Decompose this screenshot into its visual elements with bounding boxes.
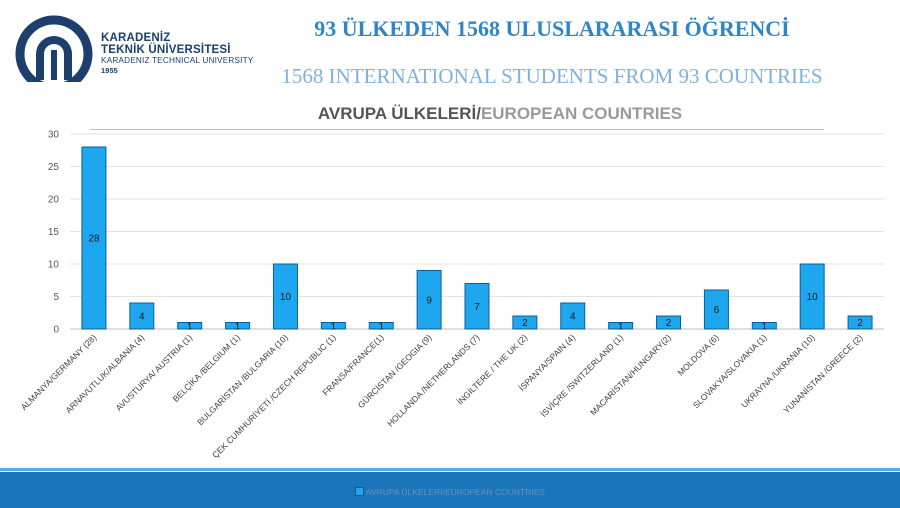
x-tick-label: BULGARİSTAN /BULGARIA (10) bbox=[195, 332, 290, 427]
bar bbox=[320, 322, 346, 330]
data-label: 10 bbox=[280, 292, 292, 303]
x-tick-label: AVUSTURYA/ AUSTRIA (1) bbox=[114, 332, 195, 413]
data-label: 28 bbox=[88, 234, 100, 245]
y-tick-label: 15 bbox=[48, 227, 60, 238]
bar bbox=[225, 322, 251, 330]
x-tick-label: MOLDOVA (6) bbox=[675, 332, 720, 377]
bar bbox=[272, 263, 298, 330]
y-tick-label: 10 bbox=[48, 260, 60, 271]
chart-title: AVRUPA ÜLKELERİ/EUROPEAN COUNTRIES bbox=[300, 104, 700, 124]
bar bbox=[847, 315, 873, 330]
data-label: 1 bbox=[331, 321, 337, 332]
data-label: 1 bbox=[235, 321, 241, 332]
data-label: 1 bbox=[618, 321, 624, 332]
chart-title-en: EUROPEAN COUNTRIES bbox=[480, 104, 683, 123]
logo-line-3: KARADENIZ TECHNICAL UNIVERSITY bbox=[101, 56, 254, 65]
y-tick-label: 5 bbox=[53, 292, 59, 303]
logo-line-2: TEKNİK ÜNİVERSİTESİ bbox=[101, 44, 231, 56]
bar bbox=[512, 315, 538, 330]
legend-label: AVRUPA ÜLKELERİ/EUROPEAN COUNTRIES bbox=[365, 486, 546, 497]
legend-swatch bbox=[354, 487, 364, 497]
y-tick-label: 0 bbox=[53, 325, 59, 336]
bar bbox=[464, 283, 490, 330]
data-label: 2 bbox=[666, 318, 672, 329]
x-tick-label: MACARİSTAN/HUNGARY(2) bbox=[588, 332, 673, 417]
logo-line-1: KARADENİZ bbox=[101, 32, 171, 44]
data-label: 10 bbox=[807, 292, 819, 303]
data-label: 1 bbox=[378, 321, 384, 332]
bar-chart: 0 5 10 15 20 25 30 28 ALMANYA/GERMANY (28) 4 ARNAV… bbox=[19, 130, 884, 460]
bar bbox=[656, 315, 682, 330]
title-divider bbox=[90, 129, 824, 130]
bar bbox=[416, 270, 442, 330]
bar bbox=[368, 322, 394, 330]
page-title-tr: 93 ÜLKEDEN 1568 ULUSLARARASI ÖĞRENCİ bbox=[314, 16, 790, 41]
footer-accent-line bbox=[0, 468, 900, 471]
bar bbox=[608, 322, 634, 330]
bar bbox=[560, 302, 586, 330]
y-tick-label: 25 bbox=[48, 162, 60, 173]
data-label: 1 bbox=[187, 321, 193, 332]
x-tick-label: İSVİÇRE /SWITZERLAND (1) bbox=[539, 332, 626, 419]
logo-text: KARADENİZ TEKNİK ÜNİVERSİTESİ KARADENIZ … bbox=[101, 32, 254, 75]
bar bbox=[751, 322, 777, 330]
bar bbox=[703, 289, 729, 330]
logo-year: 1955 bbox=[101, 66, 118, 75]
bar bbox=[177, 322, 203, 330]
x-tick-label: HOLLANDA /NETHERLANDS (7) bbox=[385, 332, 481, 428]
x-tick-label: ARNAVUTLUK/ALBANIA (4) bbox=[63, 332, 146, 415]
data-label: 4 bbox=[570, 312, 576, 323]
bar bbox=[129, 302, 155, 330]
footer-band bbox=[0, 472, 900, 508]
x-tick-label: ALMANYA/GERMANY (28) bbox=[19, 332, 99, 412]
data-label: 2 bbox=[857, 318, 863, 329]
data-label: 7 bbox=[474, 302, 480, 313]
chart-legend: AVRUPA ÜLKELERİ/EUROPEAN COUNTRIES bbox=[0, 486, 900, 497]
y-tick-label: 30 bbox=[48, 130, 60, 141]
data-label: 4 bbox=[139, 312, 145, 323]
bar bbox=[799, 263, 825, 330]
bar bbox=[81, 146, 107, 330]
university-logo bbox=[14, 14, 254, 94]
data-label: 1 bbox=[762, 321, 768, 332]
page-title-en: 1568 INTERNATIONAL STUDENTS FROM 93 COUN… bbox=[281, 64, 823, 88]
chart-title-tr: AVRUPA ÜLKELERİ/ bbox=[317, 104, 481, 123]
ktu-emblem-icon bbox=[14, 15, 94, 94]
data-label: 6 bbox=[714, 305, 720, 316]
data-label: 9 bbox=[426, 295, 432, 306]
data-label: 2 bbox=[522, 318, 528, 329]
y-tick-label: 20 bbox=[48, 195, 60, 206]
x-tick-label: YUNANİSTAN /GREECE (2) bbox=[781, 332, 864, 415]
